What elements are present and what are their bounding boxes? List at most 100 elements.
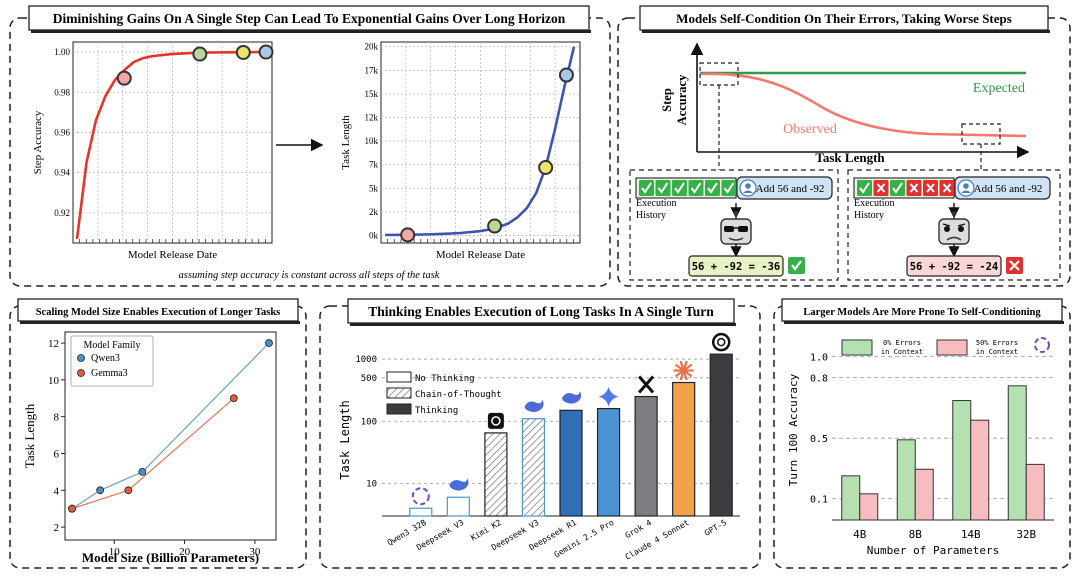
- y-tick-label: 5k: [369, 183, 379, 193]
- y-tick-label: 20k: [365, 42, 379, 52]
- y-tick-label: 2: [54, 522, 60, 534]
- legend-label-line2: in Context: [976, 348, 1018, 356]
- deepseek-logo-icon: [524, 399, 544, 412]
- x-axis-label: Number of Parameters: [867, 544, 999, 557]
- legend-marker: [77, 354, 85, 362]
- bar: [484, 432, 508, 517]
- x-axis-label: Model Release Date: [436, 249, 525, 261]
- chart-step-accuracy: 0.92 0.94 0.96 0.98 1.00 Model Release Date St…: [32, 41, 274, 261]
- wrong-x-icon: [1006, 257, 1023, 274]
- good-history-box: [629, 169, 839, 281]
- legend-swatch: [936, 339, 968, 356]
- data-point: [116, 70, 132, 86]
- y-tick-label: 0.8: [810, 374, 828, 385]
- correct-check-icon: [788, 257, 805, 274]
- x-axis-label: Model Size (Billion Parameters): [82, 550, 259, 565]
- y-tick-label: 10: [366, 479, 377, 489]
- panel-4-title: Thinking Enables Execution of Long Tasks…: [347, 298, 736, 326]
- x-axis-label: Model Release Date: [128, 249, 217, 261]
- y-tick-label: 8: [54, 412, 60, 424]
- data-point: [235, 44, 251, 60]
- legend-label: 0% Errors: [883, 339, 921, 347]
- panel-1-title: Diminishing Gains On A Single Step Can L…: [28, 5, 591, 33]
- legend-label: Gemma3: [91, 368, 128, 379]
- bad-history-steps: [853, 177, 955, 199]
- y-tick-label: 15k: [365, 89, 379, 99]
- bar-0pct: [896, 439, 916, 521]
- series-line: [75, 50, 267, 240]
- chart-scaling: 2 4 6 8 10 12 10 20 30 Model Family Qwen3 Gemma3 Mod…: [22, 331, 277, 565]
- x-mark: [942, 183, 952, 193]
- y-tick-label: 0.96: [54, 127, 70, 137]
- gemini-logo-icon: [598, 386, 619, 407]
- data-point: [487, 218, 503, 234]
- robot-cool-icon: [720, 211, 752, 245]
- check-mark: [674, 182, 685, 194]
- good-history-steps: [635, 177, 737, 199]
- y-tick-label: 12k: [365, 112, 379, 122]
- bar-50pct: [859, 493, 879, 521]
- panel-1-caption: assuming step accuracy is constant acros…: [179, 270, 440, 281]
- grok-logo-icon: [637, 375, 655, 394]
- legend-swatch: [386, 387, 412, 399]
- y-tick-label: 7k: [369, 160, 379, 170]
- legend-label: Thinking: [415, 406, 458, 416]
- data-point: [258, 44, 274, 60]
- series-line: [384, 46, 576, 237]
- kimi-logo-icon: [487, 412, 504, 429]
- claude-logo-icon: [673, 360, 694, 381]
- svg-text:Add 56 and -92: Add 56 and -92: [974, 183, 1043, 195]
- series-line-qwen3: [71, 342, 270, 510]
- legend-swatch: [841, 339, 873, 356]
- svg-text:56 + -92 = -24: 56 + -92 = -24: [910, 261, 999, 273]
- data-point: [558, 67, 574, 83]
- bar-50pct: [970, 419, 990, 521]
- svg-text:Larger Models Are More Prone T: Larger Models Are More Prone To Self-Con…: [803, 307, 1041, 318]
- data-point: [138, 467, 147, 476]
- execution-history-label: Execution History: [636, 198, 677, 221]
- robot-sad-icon: [938, 211, 970, 245]
- data-point: [538, 160, 554, 176]
- bar: [672, 381, 696, 517]
- data-point: [192, 46, 208, 62]
- check-mark: [641, 182, 652, 194]
- data-point: [229, 394, 238, 403]
- data-point: [68, 504, 76, 513]
- bar: [709, 353, 733, 517]
- deepseek-logo-icon: [449, 478, 469, 491]
- y-tick-label: 100: [361, 417, 377, 427]
- y-tick-label: 0.98: [54, 87, 70, 97]
- bar-category-label: GPT-5: [703, 518, 729, 538]
- bar-0pct: [1007, 385, 1027, 521]
- bar-category-label: Claude 4 Sonnet: [624, 518, 691, 562]
- y-tick-label: 0k: [369, 230, 379, 240]
- y-tick-label: 0.1: [810, 495, 828, 506]
- svg-text:Models Self-Condition On Their: Models Self-Condition On Their Errors, T…: [676, 11, 1012, 26]
- chart-task-length: 0k 2k 5k 7k 10k 12k 15k 17k 20k Model Release Dat…: [340, 41, 581, 261]
- legend-label-line2: in Context: [881, 348, 923, 356]
- y-axis-label: Task Length: [340, 115, 352, 170]
- y-axis-label: Turn 100 Accuracy: [787, 373, 800, 486]
- svg-text:Thinking Enables Execution of: Thinking Enables Execution of Long Tasks…: [368, 304, 714, 319]
- bar: [521, 418, 546, 517]
- svg-text:Add 56 and -92: Add 56 and -92: [756, 183, 825, 195]
- legend-label: Chain-of-Thought: [415, 390, 502, 400]
- bad-history-box: [847, 169, 1061, 281]
- legend-box: [70, 335, 154, 387]
- axis-label-task-length: Task Length: [815, 150, 885, 165]
- data-point: [96, 486, 105, 495]
- legend-marker: [77, 369, 85, 377]
- bar: [446, 496, 470, 517]
- x-tick-label: 32B: [1016, 528, 1036, 541]
- observed-label: Observed: [783, 122, 837, 137]
- legend-label: 50% Errors: [976, 339, 1018, 347]
- svg-text:Scaling Model Size Enables Exe: Scaling Model Size Enables Execution of …: [36, 307, 281, 318]
- axis-label-step-accuracy: StepAccuracy: [660, 74, 689, 125]
- svg-text:56 + -92 = -36: 56 + -92 = -36: [692, 261, 781, 273]
- openai-logo-icon: [711, 332, 731, 352]
- x-tick-label: 30: [249, 546, 261, 558]
- self-condition-diagram: Task Length StepAccuracy Expected Observ…: [629, 42, 1061, 281]
- bar-0pct: [841, 475, 861, 521]
- bar-50pct: [1025, 463, 1045, 521]
- y-tick-label: 0.94: [54, 168, 70, 178]
